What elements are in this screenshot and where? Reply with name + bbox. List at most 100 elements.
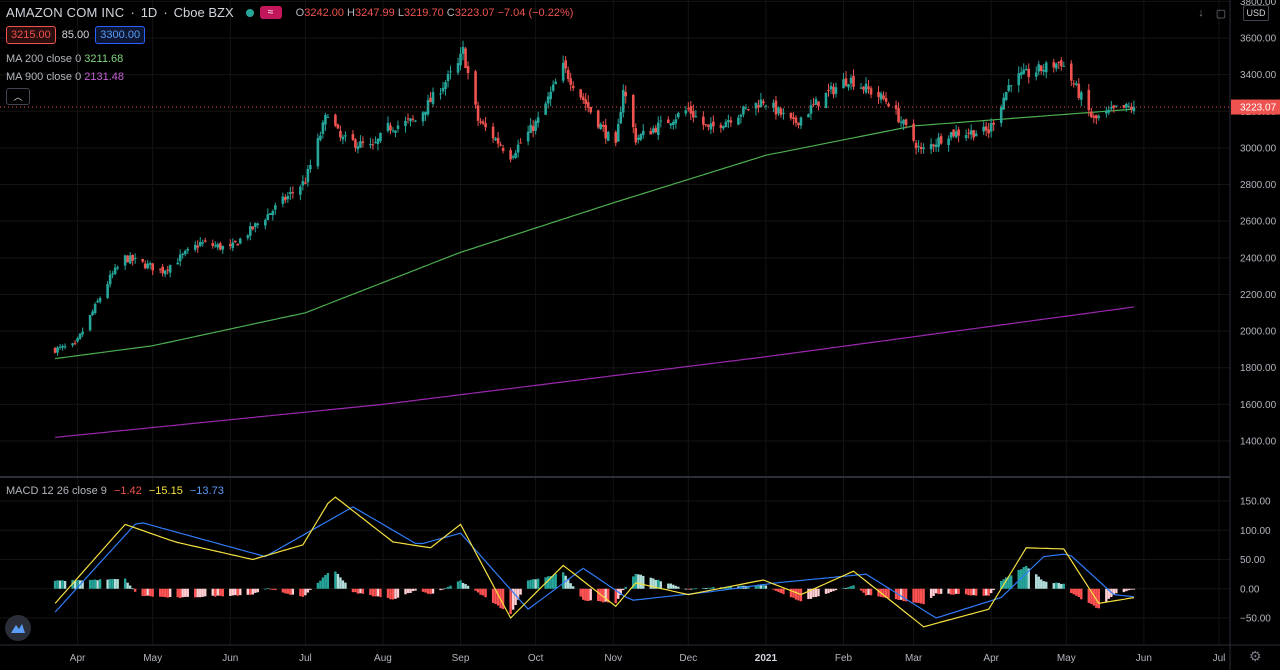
market-status-icon[interactable]	[245, 8, 254, 17]
candle-body	[847, 84, 850, 88]
candle-body	[677, 113, 680, 118]
candle-body	[324, 114, 327, 125]
macd-hist-bar	[1052, 583, 1055, 589]
tradingview-logo-icon[interactable]	[5, 615, 31, 641]
candle-body	[1122, 105, 1126, 108]
macd-hist-bar	[163, 588, 167, 598]
macd-hist-bar	[607, 588, 610, 603]
candle-body	[954, 131, 958, 138]
macd-hist-bar	[964, 588, 968, 595]
buy-button[interactable]: 3300.00	[95, 26, 146, 44]
candle-body	[444, 82, 447, 90]
interval-label[interactable]: 1D	[140, 5, 158, 20]
macd-hist-bar	[179, 588, 182, 599]
close-label: C	[446, 6, 455, 19]
candle-body	[411, 118, 415, 120]
macd-hist-bar	[674, 585, 678, 589]
candle-body	[904, 119, 908, 126]
candle-body	[546, 96, 550, 104]
candle-body	[369, 143, 372, 146]
ma200-value: 3211.68	[84, 53, 124, 65]
time-axis[interactable]: Apr May Jun Jul Aug Sep Oct Nov Dec 2021 Feb Mar Apr…	[70, 653, 1226, 664]
candle-body	[389, 125, 392, 131]
candle-body	[1132, 107, 1136, 112]
candle-body	[982, 126, 985, 132]
price-axis[interactable]: 3800.003600.003400.003200.003000.002800.…	[1240, 0, 1277, 448]
candle-body	[93, 303, 97, 314]
arrow-down-icon[interactable]: ↓	[1198, 7, 1204, 19]
macd-hist-bar	[1105, 588, 1108, 602]
time-tick-label: 2021	[755, 653, 778, 664]
macd-hist-bar	[404, 588, 407, 595]
candle-body	[897, 108, 900, 123]
macd-hist-bar	[56, 580, 59, 589]
candle-body	[947, 138, 950, 146]
candle-body	[832, 86, 835, 95]
candle-body	[321, 122, 325, 134]
macd-hist-bar	[581, 588, 585, 600]
separator-dot-2: ·	[163, 5, 168, 20]
macd-hist-bar	[777, 588, 780, 592]
settings-gear-icon[interactable]: ⚙	[1249, 648, 1262, 664]
candle-body	[759, 99, 763, 108]
candle-body	[1052, 62, 1056, 68]
time-tick-label: Mar	[905, 653, 923, 664]
candle-body	[481, 121, 485, 124]
macd-hist-bar	[639, 574, 642, 589]
symbol-name[interactable]: AMAZON COM INC	[6, 5, 125, 20]
candle-body	[689, 106, 693, 114]
candle-body	[1087, 89, 1091, 111]
macd-hist-bar	[441, 588, 445, 590]
candle-body	[526, 131, 530, 142]
candle-body	[799, 117, 803, 126]
collapse-legend-icon[interactable]: ︿	[6, 88, 30, 105]
macd-hist-bar	[1127, 588, 1131, 591]
macd-hist-bar	[113, 579, 117, 589]
macd-legend[interactable]: MACD 12 26 close 9 −1.42 −15.15 −13.73	[6, 485, 224, 497]
candle-body	[972, 130, 975, 138]
ma200-legend[interactable]: MA 200 close 0 3211.68	[6, 53, 123, 65]
candle-body	[601, 125, 605, 127]
macd-hist-bar	[712, 587, 715, 589]
time-tick-label: Jul	[1213, 653, 1226, 664]
macd-hist-bar	[81, 580, 84, 589]
separator-dot-1: ·	[130, 5, 135, 20]
candle-body	[762, 101, 765, 104]
candle-body	[431, 92, 435, 104]
last-price-tag-label: 3223.07	[1240, 103, 1277, 114]
candle-body	[849, 77, 853, 84]
candle-body	[912, 123, 915, 141]
ma900-legend[interactable]: MA 900 close 0 2131.48	[6, 71, 124, 83]
candle-body	[168, 265, 172, 273]
maximize-icon[interactable]: ▢	[1215, 7, 1227, 20]
candle-body	[286, 195, 290, 200]
candlestick-series[interactable]	[53, 40, 1136, 356]
candle-body	[1112, 105, 1116, 108]
macd-hist-bar	[817, 588, 820, 597]
macd-hist-bar	[158, 588, 162, 597]
sell-button[interactable]: 3215.00	[6, 26, 56, 44]
candle-body	[902, 119, 905, 125]
candle-body	[256, 223, 260, 225]
candle-body	[656, 122, 660, 135]
price-tick-label: 2400.00	[1240, 253, 1277, 264]
open-label: O	[295, 6, 305, 19]
macd-hist-bar	[1090, 588, 1093, 605]
macd-hist-bar	[914, 588, 918, 603]
wave-icon[interactable]: ≈	[259, 6, 282, 19]
candle-body	[143, 263, 147, 269]
macd-hist-bar	[449, 585, 452, 589]
candle-body	[123, 255, 127, 266]
candle-body	[246, 235, 250, 238]
macd-axis[interactable]: 150.00 100.00 50.00 0.00 −50.00	[1240, 497, 1271, 625]
candle-body	[271, 210, 275, 216]
price-pane[interactable]	[0, 0, 1230, 645]
candle-body	[464, 48, 467, 69]
macd-hist-bar	[341, 580, 345, 589]
candle-body	[842, 79, 845, 89]
candle-body	[371, 144, 375, 146]
price-tick-label: 3800.00	[1240, 0, 1277, 8]
currency-badge[interactable]: USD	[1243, 5, 1269, 21]
macd-hist-bar	[76, 579, 79, 589]
